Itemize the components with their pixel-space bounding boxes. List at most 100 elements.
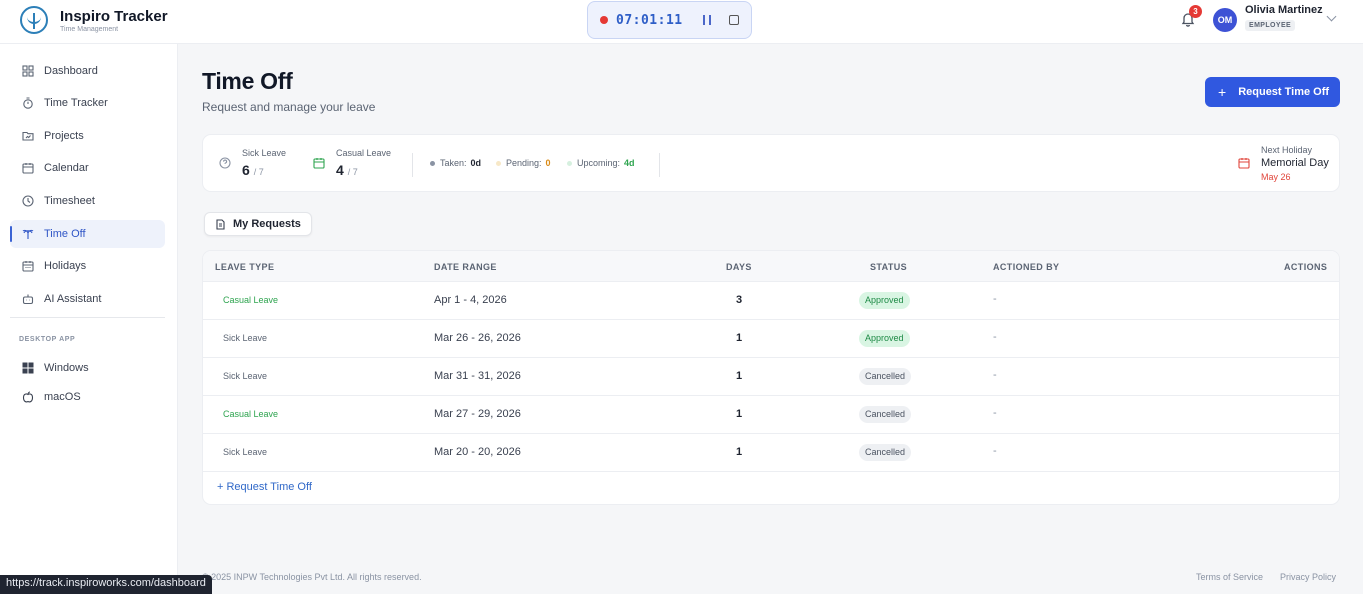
calendar-icon <box>22 260 34 272</box>
privacy-policy-link[interactable]: Privacy Policy <box>1280 572 1337 582</box>
user-name[interactable]: Olivia Martinez <box>1245 4 1323 16</box>
sidebar-divider <box>10 317 165 318</box>
sidebar-item-label: Holidays <box>44 260 87 272</box>
footer-copyright: © 2025 INPW Technologies Pvt Ltd. All ri… <box>202 572 422 582</box>
tab-label: My Requests <box>233 218 301 230</box>
app-title: Inspiro Tracker <box>60 7 168 25</box>
date-range: Mar 31 - 31, 2026 <box>434 370 521 382</box>
sidebar-item-timesheet[interactable]: Timesheet <box>10 187 165 215</box>
table-row: Sick Leave Mar 31 - 31, 2026 1 Cancelled… <box>203 358 1339 396</box>
sidebar-item-label: AI Assistant <box>44 293 102 305</box>
table-row: Casual Leave Mar 27 - 29, 2026 1 Cancell… <box>203 396 1339 434</box>
sidebar-item-windows[interactable]: Windows <box>10 354 165 382</box>
help-circle-icon <box>219 157 231 169</box>
casual-leave-balance: 4 / 7 <box>336 162 358 178</box>
top-bar: Inspiro Tracker Time Management 07:01:11… <box>0 0 1363 44</box>
sidebar-item-time-off[interactable]: Time Off <box>10 220 165 248</box>
folder-icon <box>22 130 34 142</box>
sick-leave-balance: 6 / 7 <box>242 162 264 178</box>
status-dot-icon <box>496 160 501 166</box>
actioned-by: - <box>993 293 997 305</box>
days-count: 3 <box>736 294 743 306</box>
request-time-off-label: Request Time Off <box>1238 86 1330 98</box>
windows-icon <box>22 362 34 374</box>
avatar[interactable]: OM <box>1213 8 1237 32</box>
sidebar-item-label: Windows <box>44 362 89 374</box>
days-count: 1 <box>736 332 743 344</box>
leave-type: Sick Leave <box>223 447 268 457</box>
divider <box>659 153 660 177</box>
sick-leave-label: Sick Leave <box>242 148 287 158</box>
taken-stat: Taken: 0d <box>430 158 481 168</box>
notification-count-badge: 3 <box>1189 5 1202 18</box>
tab-my-requests[interactable]: My Requests <box>204 212 312 236</box>
sidebar-item-label: macOS <box>44 391 81 403</box>
sidebar-item-calendar[interactable]: Calendar <box>10 154 165 182</box>
running-timer: 07:01:11 <box>587 1 752 39</box>
request-time-off-button[interactable]: + Request Time Off <box>1205 77 1340 107</box>
status-badge: Approved <box>859 330 910 347</box>
leave-type: Sick Leave <box>223 371 268 381</box>
sidebar-item-macos[interactable]: macOS <box>10 383 165 411</box>
table-row: Sick Leave Mar 20 - 20, 2026 1 Cancelled… <box>203 434 1339 472</box>
chevron-down-icon[interactable] <box>1326 11 1337 22</box>
next-holiday-name: Memorial Day <box>1261 157 1329 169</box>
status-dot-icon <box>567 160 572 166</box>
browser-status-url: https://track.inspiroworks.com/dashboard <box>0 575 212 594</box>
pause-icon[interactable] <box>702 15 711 25</box>
dashboard-icon <box>22 65 34 77</box>
clock-icon <box>22 195 34 207</box>
sidebar-item-label: Projects <box>44 130 84 142</box>
status-badge: Cancelled <box>859 406 912 423</box>
status-badge: Approved <box>859 292 910 309</box>
user-role-badge: EMPLOYEE <box>1245 20 1296 31</box>
next-holiday-label: Next Holiday <box>1261 145 1313 155</box>
app-subtitle: Time Management <box>60 25 119 33</box>
plus-icon: + <box>1218 84 1227 100</box>
divider <box>412 153 413 177</box>
sidebar-item-label: Calendar <box>44 162 89 174</box>
brand[interactable]: Inspiro Tracker Time Management <box>20 6 168 34</box>
terms-of-service-link[interactable]: Terms of Service <box>1196 572 1264 582</box>
casual-leave-label: Casual Leave <box>336 148 392 158</box>
date-range: Mar 20 - 20, 2026 <box>434 446 521 458</box>
sidebar-item-dashboard[interactable]: Dashboard <box>10 57 165 85</box>
leave-type: Casual Leave <box>223 295 279 305</box>
status-badge: Cancelled <box>859 444 912 461</box>
date-range: Apr 1 - 4, 2026 <box>434 294 507 306</box>
pending-stat: Pending: 0 <box>496 158 551 168</box>
bot-icon <box>22 293 34 305</box>
sidebar-item-label: Time Off <box>44 228 86 240</box>
days-count: 1 <box>736 446 743 458</box>
stop-icon[interactable] <box>728 15 739 25</box>
sidebar: Dashboard Time Tracker Projects Calendar… <box>0 44 178 594</box>
sidebar-item-holidays[interactable]: Holidays <box>10 252 165 280</box>
leave-type: Casual Leave <box>223 409 279 419</box>
days-count: 1 <box>736 408 743 420</box>
stopwatch-icon <box>22 97 34 109</box>
days-count: 1 <box>736 370 743 382</box>
upcoming-stat: Upcoming: 4d <box>567 158 635 168</box>
request-time-off-link[interactable]: + Request Time Off <box>217 481 312 493</box>
apple-icon <box>22 391 34 403</box>
column-header-days: DAYS <box>726 262 752 272</box>
recording-dot-icon <box>600 16 608 24</box>
sidebar-item-projects[interactable]: Projects <box>10 122 165 150</box>
actioned-by: - <box>993 369 997 381</box>
inspiro-logo-icon <box>20 6 48 34</box>
palm-tree-icon <box>22 228 34 240</box>
next-holiday-date: May 26 <box>1261 172 1291 182</box>
leave-type: Sick Leave <box>223 333 268 343</box>
table-row: Casual Leave Apr 1 - 4, 2026 3 Approved … <box>203 282 1339 320</box>
column-header-actioned-by: ACTIONED BY <box>993 262 1060 272</box>
date-range: Mar 27 - 29, 2026 <box>434 408 521 420</box>
table-row: Sick Leave Mar 26 - 26, 2026 1 Approved … <box>203 320 1339 358</box>
sidebar-item-time-tracker[interactable]: Time Tracker <box>10 89 165 117</box>
sidebar-item-ai-assistant[interactable]: AI Assistant <box>10 285 165 313</box>
column-header-date-range: DATE RANGE <box>434 262 497 272</box>
column-header-leave-type: LEAVE TYPE <box>215 262 275 272</box>
status-badge: Cancelled <box>859 368 912 385</box>
date-range: Mar 26 - 26, 2026 <box>434 332 521 344</box>
column-header-status: STATUS <box>870 262 908 272</box>
calendar-icon <box>22 162 34 174</box>
